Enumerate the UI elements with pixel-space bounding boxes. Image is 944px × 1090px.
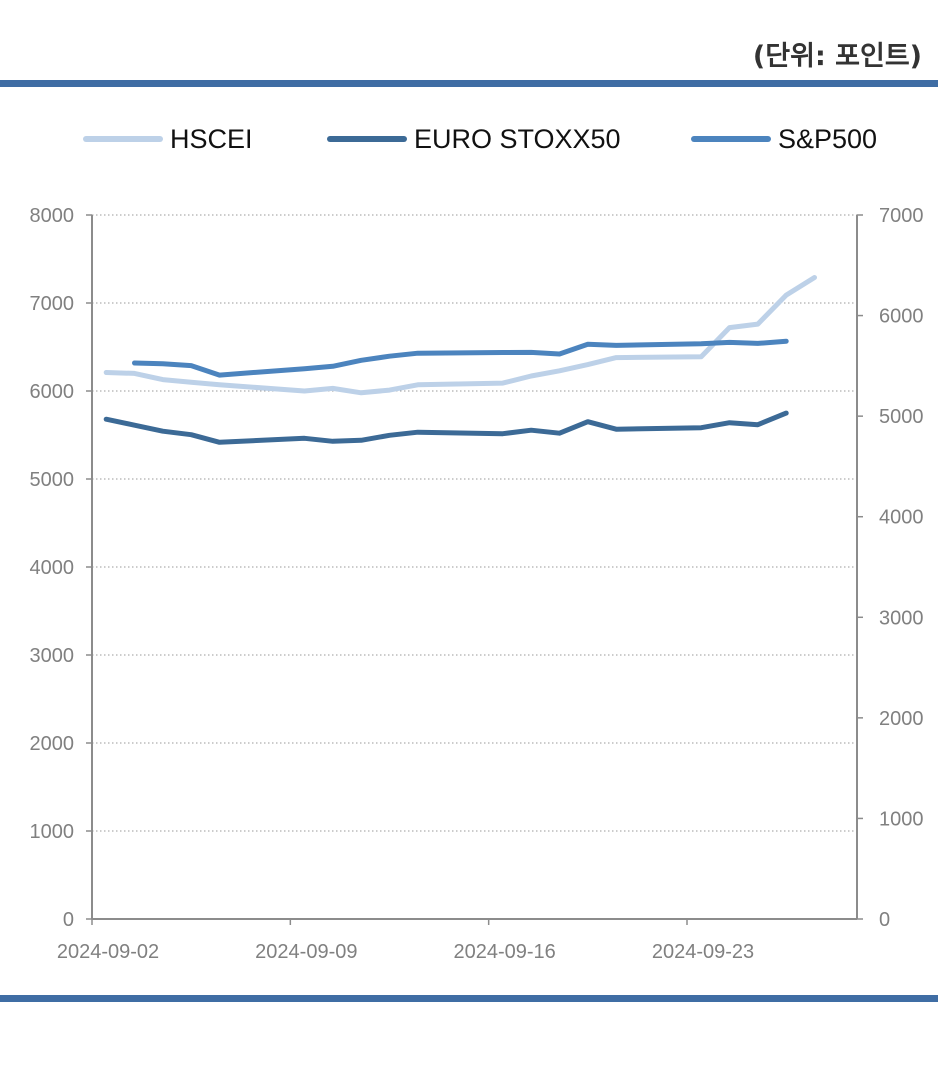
x-tick-label: 2024-09-23	[652, 941, 754, 963]
left-y-tick-label: 4000	[30, 557, 75, 579]
left-y-axis-ticks: 0 1000 2000 3000 4000 5000 6000 7000 8000	[30, 205, 92, 931]
left-y-tick-label: 3000	[30, 645, 75, 667]
right-y-tick-label: 2000	[879, 708, 924, 730]
right-y-tick-label: 6000	[879, 306, 924, 328]
left-y-tick-label: 8000	[30, 205, 75, 227]
right-y-tick-label: 5000	[879, 406, 924, 428]
series-lines	[103, 275, 817, 445]
legend-label-hscei: HSCEI	[170, 124, 253, 154]
left-y-tick-label: 2000	[30, 733, 75, 755]
left-y-tick-label: 0	[63, 909, 74, 931]
axes	[91, 215, 858, 920]
right-y-tick-label: 0	[879, 909, 890, 931]
legend-label-euro-stoxx50: EURO STOXX50	[414, 124, 621, 154]
right-y-tick-label: 4000	[879, 507, 924, 529]
left-y-tick-label: 6000	[30, 381, 75, 403]
series-line-hscei	[103, 275, 817, 396]
x-tick-label: 2024-09-02	[57, 941, 159, 963]
x-tick-label: 2024-09-16	[454, 941, 556, 963]
series-line-euro-stoxx50	[103, 410, 789, 445]
x-tick-label: 2024-09-09	[255, 941, 357, 963]
left-y-tick-label: 5000	[30, 469, 75, 491]
legend-label-s-p500: S&P500	[778, 124, 877, 154]
header-rule	[0, 80, 938, 87]
chart-legend: HSCEI EURO STOXX50 S&P500	[83, 124, 877, 154]
gridlines	[92, 214, 857, 832]
left-y-tick-label: 1000	[30, 821, 75, 843]
footer-rule	[0, 995, 938, 1002]
left-y-tick-label: 7000	[30, 293, 75, 315]
x-axis-ticks: 2024-09-02 2024-09-09 2024-09-16 2024-09-23	[57, 919, 754, 963]
right-y-tick-label: 1000	[879, 808, 924, 830]
right-y-axis-ticks: 0 1000 2000 3000 4000 5000 6000 7000	[857, 205, 924, 931]
series-line-s-p500	[132, 338, 789, 378]
right-y-tick-label: 7000	[879, 205, 924, 227]
right-y-tick-label: 3000	[879, 607, 924, 629]
unit-label: (단위: 포인트)	[752, 41, 922, 72]
